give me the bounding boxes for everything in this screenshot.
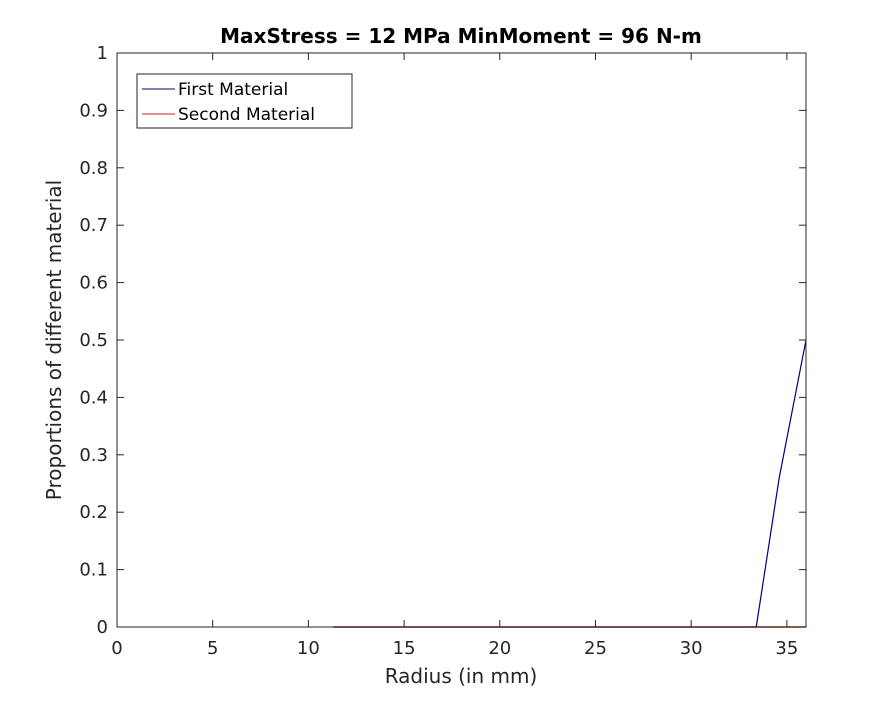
legend-box bbox=[136, 73, 353, 129]
x-tick-label: 35 bbox=[775, 638, 798, 659]
x-tick-label: 25 bbox=[584, 638, 607, 659]
x-tick-label: 20 bbox=[488, 638, 511, 659]
y-tick-label: 0.5 bbox=[79, 330, 108, 351]
plot-area bbox=[117, 53, 806, 627]
legend: First Material Second Material bbox=[136, 73, 353, 129]
y-axis-label: Proportions of different material bbox=[42, 180, 66, 500]
y-tick-label: 0.2 bbox=[79, 502, 108, 523]
legend-label-second-material: Second Material bbox=[178, 105, 315, 125]
x-axis-ticks: 0 5 10 15 20 25 30 35 bbox=[111, 53, 798, 659]
y-axis-ticks: 0 0.1 0.2 0.3 0.4 0.5 0.6 0.7 0.8 0.9 1 bbox=[79, 43, 806, 638]
x-tick-label: 0 bbox=[111, 638, 122, 659]
y-tick-label: 0.1 bbox=[79, 560, 108, 581]
y-tick-label: 0.9 bbox=[79, 100, 108, 121]
legend-label-first-material: First Material bbox=[178, 80, 288, 100]
x-tick-label: 5 bbox=[207, 638, 218, 659]
x-axis-label: Radius (in mm) bbox=[385, 664, 538, 688]
y-tick-label: 0.4 bbox=[79, 387, 108, 408]
y-tick-label: 0.8 bbox=[79, 158, 108, 179]
y-tick-label: 0.7 bbox=[79, 215, 108, 236]
y-tick-label: 0 bbox=[97, 617, 108, 638]
chart-title: MaxStress = 12 MPa MinMoment = 96 N-m bbox=[220, 24, 702, 48]
x-tick-label: 10 bbox=[297, 638, 320, 659]
x-tick-label: 15 bbox=[393, 638, 416, 659]
y-tick-label: 0.6 bbox=[79, 273, 108, 294]
y-tick-label: 1 bbox=[97, 43, 108, 64]
x-tick-label: 30 bbox=[680, 638, 703, 659]
y-tick-label: 0.3 bbox=[79, 445, 108, 466]
